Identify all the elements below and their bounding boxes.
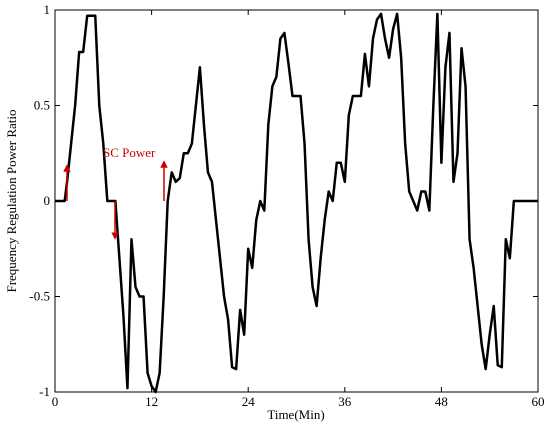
y-axis-label: Frequency Regulation Power Ratio [4, 109, 19, 292]
x-tick-label: 0 [52, 394, 59, 409]
data-line [55, 12, 538, 394]
y-tick-label: -1 [39, 384, 50, 399]
x-tick-label: 60 [532, 394, 545, 409]
x-tick-label: 24 [242, 394, 256, 409]
y-tick-label: 1 [44, 2, 51, 17]
y-tick-label: 0 [44, 193, 51, 208]
y-tick-label: 0.5 [34, 98, 50, 113]
y-tick-label: -0.5 [29, 289, 50, 304]
x-axis-label: Time(Min) [267, 407, 324, 422]
x-tick-label: 36 [338, 394, 352, 409]
plot: 0 12 24 36 48 60 -1 -0.5 0 0.5 1 [29, 2, 544, 409]
x-tick-label: 48 [435, 394, 448, 409]
annotation: SC Power [103, 145, 156, 160]
x-tick-label: 12 [145, 394, 158, 409]
plot-frame [54, 9, 539, 393]
